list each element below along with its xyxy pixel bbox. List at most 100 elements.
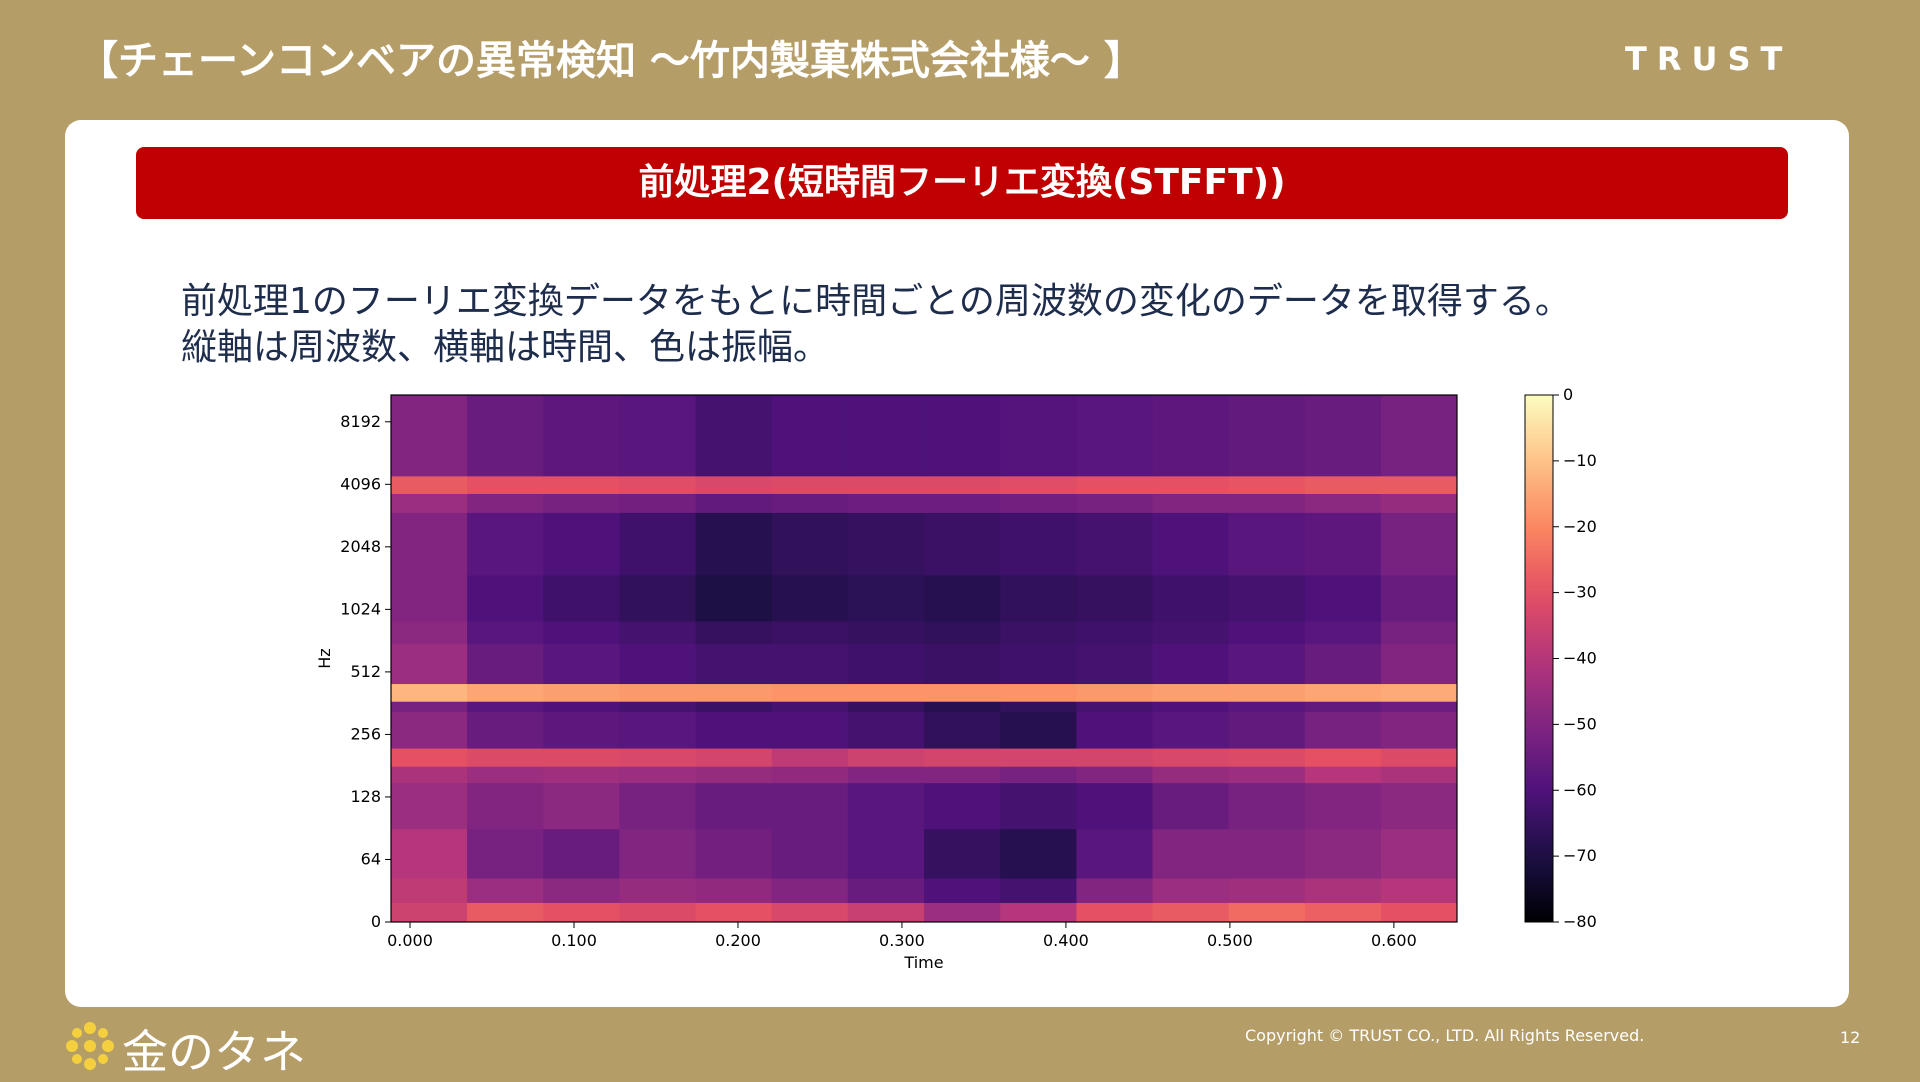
spectrogram-cell: [695, 782, 773, 830]
spectrogram-cell: [695, 748, 773, 767]
spectrogram-cell: [619, 512, 697, 576]
spectrogram-cell: [619, 395, 697, 477]
spectrogram-cell: [1076, 621, 1153, 645]
spectrogram-cell: [1304, 878, 1382, 903]
spectrogram-cell: [1076, 683, 1153, 702]
spectrogram-cell: [1380, 828, 1458, 879]
spectrogram-cell: [619, 711, 697, 749]
spectrogram-cell: [924, 902, 1001, 923]
spectrogram-cell: [619, 643, 697, 685]
spectrogram-cell: [543, 512, 620, 576]
spectrogram-cell: [1304, 574, 1382, 622]
spectrogram-cell: [543, 766, 620, 784]
spectrogram-cell: [1152, 701, 1230, 713]
spectrogram-cell: [391, 902, 468, 923]
spectrogram-cell: [1000, 493, 1077, 513]
spectrogram-cell: [391, 475, 468, 494]
colorbar-tick-label: −40: [1563, 649, 1597, 668]
spectrogram-cell: [924, 643, 1001, 685]
spectrogram-cell: [695, 878, 773, 903]
spectrogram-cell: [1380, 574, 1458, 622]
spectrogram-cell: [847, 475, 925, 494]
spectrogram-cell: [924, 621, 1001, 645]
y-tick-label: 256: [350, 724, 381, 743]
spectrogram-cell: [1304, 475, 1382, 494]
spectrogram-cell: [391, 711, 468, 749]
spectrogram-cell: [391, 512, 468, 576]
y-tick-label: 64: [361, 849, 381, 868]
x-axis-label: Time: [903, 953, 943, 972]
spectrogram-cell: [771, 621, 849, 645]
spectrogram-cell: [391, 395, 468, 477]
spectrogram-cell: [924, 828, 1001, 879]
spectrogram-cell: [467, 748, 544, 767]
spectrogram-cell: [847, 828, 925, 879]
spectrogram-cell: [391, 766, 468, 784]
spectrogram-cell: [391, 878, 468, 903]
spectrogram-cell: [1000, 711, 1077, 749]
spectrogram-cell: [619, 902, 697, 923]
spectrogram-cell: [543, 621, 620, 645]
spectrogram-cell: [847, 902, 925, 923]
spectrogram-cell: [1152, 902, 1230, 923]
spectrogram-cell: [1304, 643, 1382, 685]
spectrogram-cell: [543, 395, 620, 477]
spectrogram-cell: [467, 766, 544, 784]
spectrogram-cell: [695, 828, 773, 879]
spectrogram-cell: [771, 878, 849, 903]
spectrogram-cell: [1380, 878, 1458, 903]
spectrogram-cell: [1228, 475, 1306, 494]
spectrogram-cell: [1076, 475, 1153, 494]
spectrogram-cell: [1304, 512, 1382, 576]
spectrogram-cell: [1228, 878, 1306, 903]
spectrogram-cell: [1304, 683, 1382, 702]
spectrogram-cell: [543, 574, 620, 622]
spectrogram-cell: [1076, 512, 1153, 576]
spectrogram-cell: [1380, 683, 1458, 702]
spectrogram-cell: [924, 701, 1001, 713]
spectrogram-cell: [1000, 574, 1077, 622]
spectrogram-cell: [543, 701, 620, 713]
spectrogram-cell: [1152, 493, 1230, 513]
page-number: 12: [1840, 1028, 1861, 1047]
plot-frame: [390, 394, 1458, 923]
spectrogram-cell: [543, 878, 620, 903]
logo-icon: [66, 1022, 114, 1070]
spectrogram-cell: [847, 512, 925, 576]
spectrogram-cell: [695, 701, 773, 713]
y-tick-label: 128: [350, 787, 381, 806]
spectrogram-cell: [695, 902, 773, 923]
y-axis-label: Hz: [315, 648, 334, 668]
spectrogram-cell: [695, 621, 773, 645]
spectrogram-cell: [924, 878, 1001, 903]
spectrogram-cell: [619, 766, 697, 784]
spectrogram-cell: [924, 493, 1001, 513]
spectrogram-cell: [1076, 493, 1153, 513]
spectrogram-cell: [924, 683, 1001, 702]
spectrogram-cell: [1380, 766, 1458, 784]
spectrogram-cell: [1228, 512, 1306, 576]
spectrogram-cell: [1304, 701, 1382, 713]
spectrogram-cell: [1000, 643, 1077, 685]
spectrogram-cell: [847, 711, 925, 749]
spectrogram-cell: [467, 493, 544, 513]
spectrogram-cell: [847, 782, 925, 830]
spectrogram-cell: [771, 643, 849, 685]
brand: TRUST: [1625, 40, 1793, 78]
spectrogram-cell: [391, 828, 468, 879]
spectrogram-cell: [619, 878, 697, 903]
spectrogram-cell: [1304, 748, 1382, 767]
spectrogram-cell: [695, 683, 773, 702]
spectrogram-cell: [1000, 828, 1077, 879]
spectrogram-cell: [619, 828, 697, 879]
spectrogram-cell: [1076, 766, 1153, 784]
spectrogram-cell: [1228, 493, 1306, 513]
spectrogram-cell: [847, 878, 925, 903]
spectrogram-cell: [1152, 512, 1230, 576]
y-tick-label: 8192: [340, 412, 381, 431]
spectrogram-cell: [695, 711, 773, 749]
spectrogram-cell: [543, 711, 620, 749]
spectrogram-cell: [543, 475, 620, 494]
spectrogram-cell: [467, 701, 544, 713]
